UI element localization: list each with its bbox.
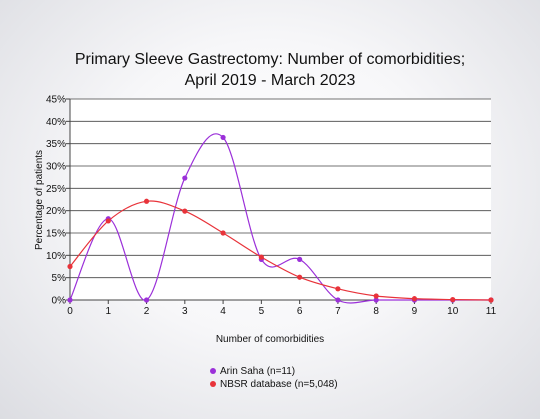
x-tick-label: 11 bbox=[486, 306, 497, 317]
x-tick-label: 3 bbox=[182, 306, 188, 317]
series-2-point bbox=[335, 286, 341, 292]
series-2-point bbox=[373, 293, 379, 299]
series-2-point bbox=[182, 208, 188, 214]
x-tick-label: 1 bbox=[105, 306, 111, 317]
x-axis-label: Number of comorbidities bbox=[216, 334, 324, 345]
series-1-point bbox=[335, 297, 341, 303]
x-tick-label: 9 bbox=[412, 306, 418, 317]
x-tick-label: 10 bbox=[447, 306, 459, 317]
y-tick-label: 40% bbox=[46, 117, 66, 128]
y-tick-label: 5% bbox=[52, 273, 67, 284]
series-2-point bbox=[220, 230, 226, 236]
series-2-point bbox=[297, 274, 303, 280]
x-tick-label: 4 bbox=[220, 306, 226, 317]
y-tick-label: 25% bbox=[46, 184, 66, 195]
series-2-point bbox=[450, 296, 456, 303]
series-1-point bbox=[143, 297, 150, 303]
chart-title-line-2: April 2019 - March 2023 bbox=[185, 72, 356, 89]
series-layer bbox=[67, 133, 494, 304]
y-tick-label: 35% bbox=[46, 139, 66, 150]
series-1-point bbox=[67, 297, 73, 303]
series-2-line bbox=[69, 200, 492, 301]
y-tick-label: 15% bbox=[46, 229, 66, 240]
y-tick-label: 20% bbox=[46, 206, 66, 217]
series-1-point bbox=[220, 134, 226, 141]
y-tick-label: 10% bbox=[46, 251, 66, 262]
x-tick-label: 5 bbox=[259, 306, 265, 317]
legend-label-series-2: NBSR database (n=5,048) bbox=[220, 379, 338, 390]
gridlines bbox=[70, 98, 491, 301]
series-2-point bbox=[488, 297, 494, 303]
series-2-point bbox=[411, 296, 418, 302]
series-2-point bbox=[67, 263, 73, 270]
series-1-point bbox=[373, 297, 379, 303]
legend-marker-series-1 bbox=[210, 368, 216, 374]
series-2 bbox=[67, 198, 494, 303]
x-tick-label: 2 bbox=[144, 306, 150, 317]
series-2-point bbox=[105, 218, 111, 224]
series-2-point bbox=[143, 198, 150, 204]
x-tick-label: 8 bbox=[373, 306, 379, 317]
legend: Arin Saha (n=11) NBSR database (n=5,048) bbox=[210, 366, 338, 390]
legend-label-series-1: Arin Saha (n=11) bbox=[220, 366, 295, 377]
x-tick-label: 7 bbox=[335, 306, 341, 317]
series-1-point bbox=[182, 175, 188, 181]
x-tick-label: 6 bbox=[297, 306, 303, 317]
plot-area bbox=[70, 99, 491, 300]
x-tick-label: 0 bbox=[67, 306, 73, 317]
y-tick-label: 45% bbox=[46, 95, 66, 106]
legend-marker-series-2 bbox=[210, 381, 216, 387]
y-axis-label: Percentage of patients bbox=[34, 150, 45, 250]
y-axis-ticks: 0% 5% 10% 15% 20% 25% 30% 35% 40% 45% bbox=[46, 95, 70, 307]
chart-title-line-1: Primary Sleeve Gastrectomy: Number of co… bbox=[75, 51, 465, 68]
x-axis-ticks: 0 1 2 3 4 5 6 7 8 9 10 11 bbox=[67, 300, 497, 317]
y-tick-label: 30% bbox=[46, 162, 66, 173]
series-1-point bbox=[297, 256, 303, 262]
series-2-point bbox=[258, 254, 264, 260]
y-tick-label: 0% bbox=[52, 296, 67, 307]
